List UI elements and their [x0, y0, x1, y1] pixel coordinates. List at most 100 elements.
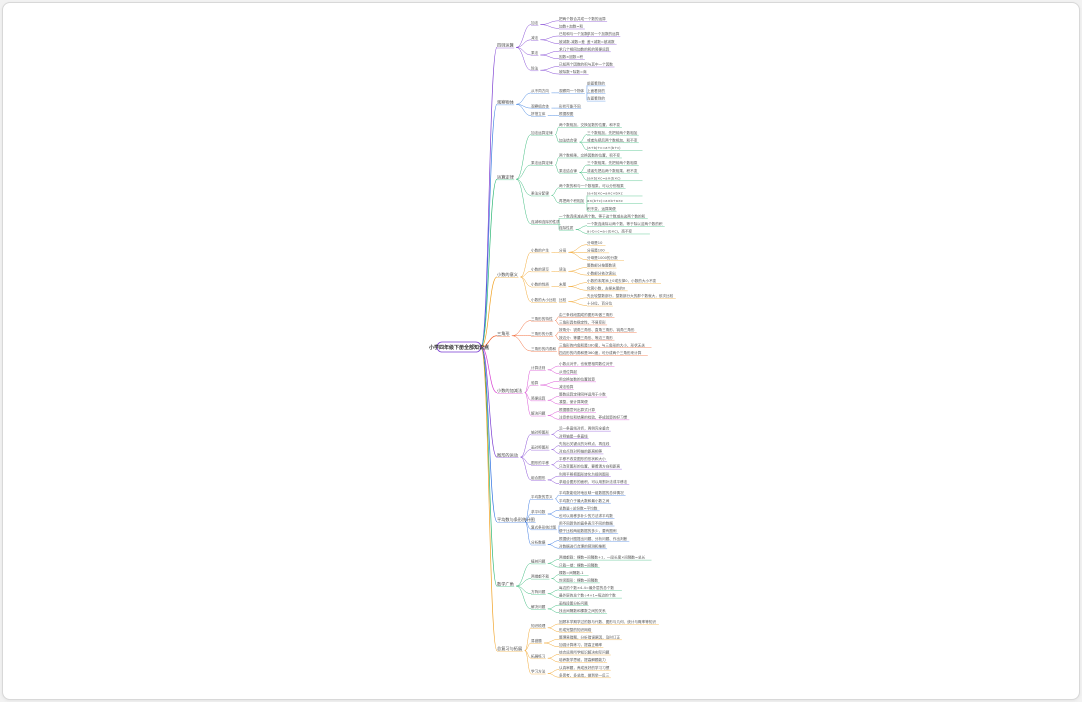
branch-4-3-1-2[interactable]: 化简小数，去掉末尾的0	[587, 285, 626, 290]
branch-4-1-1-1[interactable]: 分母是10	[587, 240, 603, 245]
branch-4-1-1[interactable]: 分母	[559, 247, 567, 252]
branch-4-4-1-2[interactable]: 十分位、百分位	[587, 301, 613, 306]
branch-8-2-1[interactable]: 总数量÷总份数=平均数	[559, 505, 598, 510]
branch-6-1-2[interactable]: 从低位算起	[559, 369, 577, 374]
branch-2-1[interactable]: 从不同方向	[531, 88, 549, 93]
branch-7-1[interactable]: 轴对称图形	[531, 430, 549, 435]
branch-3-2-1[interactable]: 两个数相乘，交换因数的位置，积不变	[559, 153, 620, 158]
branch-3-3-2-1[interactable]: (a+b)×c=a×c+b×c	[587, 192, 623, 196]
branch-6-3-1[interactable]: 整数运算定律同样适用于小数	[559, 392, 606, 397]
branch-8-1-2[interactable]: 平均数介于最大数和最小数之间	[559, 498, 610, 503]
branch-4[interactable]: 小数的意义	[497, 271, 519, 278]
root-node-box[interactable]	[436, 341, 482, 353]
branch-4-2[interactable]: 小数的读写	[531, 266, 549, 271]
branch-3-1-1[interactable]: 两个数相加，交换加数的位置，和不变	[559, 122, 620, 127]
branch-3-3-2-2[interactable]: a×(b+c)=a×b+a×c	[587, 199, 623, 203]
root-node[interactable]: 小学四年级下册全部知识点	[429, 341, 489, 353]
branch-8-1[interactable]: 平均数的意义	[531, 494, 553, 499]
branch-8-2[interactable]: 求平均数	[531, 509, 546, 514]
branch-7-4-2[interactable]: 求组合图形的面积，可以用割补法或平移法	[559, 479, 628, 484]
branch-10-4[interactable]: 学习方法	[531, 669, 546, 674]
branch-2-3-1[interactable]: 根据视图	[559, 111, 574, 116]
branch-7-4[interactable]: 组合图形	[531, 475, 546, 480]
branch-2-2-1[interactable]: 形状可能不同	[559, 103, 581, 108]
branch-3-4-2[interactable]: 连除性质	[559, 225, 574, 230]
branch-8-3-1[interactable]: 用不同颜色的直条表示不同的数据	[559, 521, 613, 526]
branch-9-4[interactable]: 解决问题	[531, 604, 546, 609]
branch-3-2-2-2[interactable]: 或者先把后两个数相乘，积不变	[587, 168, 638, 173]
branch-3-4[interactable]: 连减和连除的性质	[531, 219, 560, 224]
branch-2[interactable]: 观察物体	[497, 98, 515, 105]
branch-6-4-2[interactable]: 注意单位和结果的检验，养成验算的好习惯	[559, 414, 628, 419]
branch-9-1[interactable]: 植树问题	[531, 559, 546, 564]
branch-3-3[interactable]: 乘法分配律	[531, 191, 549, 196]
branch-4-2-1-2[interactable]: 小数部分依次读出	[587, 270, 616, 275]
branch-10-2[interactable]: 易错题	[531, 638, 542, 643]
branch-8-1-1[interactable]: 平均数能较好地反映一组数据的总体情况	[559, 490, 624, 495]
branch-7-4-1[interactable]: 利用平移把图形转化为规则图形	[559, 471, 610, 476]
branch-6-2[interactable]: 验算	[531, 380, 539, 385]
branch-6-1-1[interactable]: 小数点对齐，也就是相同数位对齐	[559, 361, 613, 366]
branch-8-4-2[interactable]: 对数据进行合理的预测和推断	[559, 543, 606, 548]
branch-5-3[interactable]: 三角形的内角和	[531, 346, 557, 351]
branch-7-2-1[interactable]: 先找出关键点的对称点，再连线	[559, 441, 610, 446]
branch-7[interactable]: 图形的运动	[497, 451, 518, 458]
branch-3-1[interactable]: 加法运算定律	[531, 130, 553, 135]
branch-1-2-1-1[interactable]: 求另一个加数的运算	[587, 31, 620, 36]
branch-2-1-1-3[interactable]: 左面看到的	[587, 96, 605, 101]
branch-1-3-2[interactable]: 因数×因数=积	[559, 54, 583, 59]
branch-3-2-2-3[interactable]: (a×b)×c=a×(b×c)	[587, 176, 621, 180]
branch-1-2-2-1[interactable]: 差+减数=被减数	[587, 39, 615, 44]
branch-3-2[interactable]: 乘法运算定律	[531, 160, 553, 165]
branch-8[interactable]: 平均数与条形统计图	[497, 516, 535, 523]
branch-3[interactable]: 运算定律	[497, 173, 514, 180]
branch-2-1-1[interactable]: 观察同一个物体	[559, 88, 585, 93]
branch-9-3[interactable]: 方阵问题	[531, 589, 546, 594]
branch-7-1-1[interactable]: 沿一条直线对折，两侧完全重合	[559, 426, 610, 431]
branch-10-3-1[interactable]: 综合运用所学知识解决实际问题	[559, 650, 610, 655]
branch-8-2-2[interactable]: 也可以用移多补少的方法求平均数	[559, 513, 613, 518]
branch-9-3-2[interactable]: 最外层的总个数÷4+1=每边的个数	[559, 593, 616, 598]
branch-9-2[interactable]: 两端都不栽	[531, 574, 549, 579]
branch-5-3-1[interactable]: 三角形的内角和是180度，与三角形的大小、形状无关	[559, 342, 645, 347]
branch-1[interactable]: 四则运算	[497, 42, 514, 49]
branch-10-1-2[interactable]: 形成完整的知识网络	[559, 627, 592, 632]
branch-4-2-1-1[interactable]: 整数部分按整数读	[587, 263, 616, 268]
branch-10-3[interactable]: 拓展练习	[531, 653, 546, 658]
branch-6[interactable]: 小数的加减法	[497, 387, 522, 394]
branch-6-4-1[interactable]: 根据题意列出算式计算	[559, 407, 595, 412]
branch-4-1-1-3[interactable]: 分母是1000的分数	[587, 255, 618, 260]
branch-9-3-1[interactable]: 每边的个数×4-4=最外层的总个数	[559, 585, 614, 590]
branch-5[interactable]: 三角形	[497, 330, 510, 337]
branch-10[interactable]: 总复习与拓展	[497, 645, 523, 652]
branch-10-3-2[interactable]: 培养数学思维，提高解题能力	[559, 657, 606, 662]
branch-8-3[interactable]: 复式条形统计图	[531, 524, 557, 529]
branch-9-2-1[interactable]: 棵数=间隔数-1	[559, 570, 584, 575]
branch-6-3-2[interactable]: 凑整，使计算简便	[559, 399, 588, 404]
branch-4-1[interactable]: 小数的产生	[531, 247, 549, 252]
branch-1-1-1[interactable]: 把两个数合并成一个数的运算	[559, 16, 606, 21]
branch-3-4-1[interactable]: 一个数连续减去两个数，等于这个数减去这两个数的和	[559, 213, 646, 218]
branch-2-2[interactable]: 观察组合体	[531, 103, 549, 108]
branch-3-4-2-2[interactable]: a÷b÷c=a÷(b×c)，商不变	[587, 229, 633, 234]
branch-8-4-1[interactable]: 根据统计图提出问题、分析问题、作出判断	[559, 536, 628, 541]
branch-5-3-2[interactable]: 四边形的内角和是360度，可分成两个三角形来计算	[559, 350, 642, 355]
branch-10-4-1[interactable]: 认真审题，养成良好的学习习惯	[559, 665, 610, 670]
branch-5-1-2[interactable]: 三角形具有稳定性，不易变形	[559, 320, 606, 325]
branch-6-1[interactable]: 计算法则	[531, 365, 546, 370]
branch-10-2-2[interactable]: 加强计算练习，提高正确率	[559, 642, 603, 647]
branch-4-3-1[interactable]: 末尾	[559, 282, 567, 287]
branch-7-3[interactable]: 图形的平移	[531, 460, 549, 465]
branch-6-3[interactable]: 简便运算	[531, 395, 546, 400]
branch-4-3-1-1[interactable]: 小数的末尾添上0或去掉0，小数的大小不变	[587, 278, 657, 283]
branch-1-2-1[interactable]: 已知和与一个加数	[559, 31, 588, 36]
branch-5-2-2[interactable]: 按边分：等腰三角形、等边三角形	[559, 335, 613, 340]
branch-7-1-2[interactable]: 对称轴是一条直线	[559, 433, 588, 438]
branch-2-1-1-1[interactable]: 前面看到的	[587, 80, 605, 85]
branch-1-1-2[interactable]: 加数+加数=和	[559, 24, 583, 29]
branch-4-4-1[interactable]: 比较	[559, 297, 567, 302]
branch-7-3-1[interactable]: 平移不改变图形的形状和大小	[559, 456, 606, 461]
branch-8-3-2[interactable]: 便于比较两组数据的多少，要有图例	[559, 528, 617, 533]
branch-7-2[interactable]: 画对称图形	[531, 445, 549, 450]
